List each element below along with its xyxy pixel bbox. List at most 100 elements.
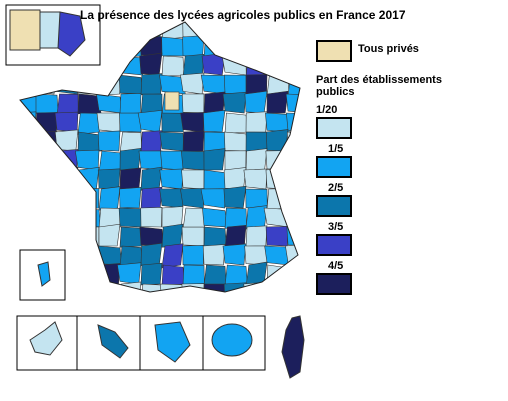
department	[181, 226, 205, 247]
department	[119, 147, 142, 171]
department	[244, 245, 268, 266]
department	[266, 36, 289, 58]
islands	[9, 9, 305, 379]
legend-swatch	[316, 40, 352, 62]
department	[223, 167, 247, 190]
department	[243, 168, 268, 190]
legend-label: 4/5	[328, 260, 344, 272]
department	[159, 131, 185, 152]
department	[55, 149, 79, 171]
department	[97, 168, 121, 190]
department	[161, 36, 186, 57]
legend-swatch	[316, 273, 352, 295]
department	[20, 225, 37, 247]
department	[180, 188, 205, 209]
department	[245, 225, 268, 248]
department	[286, 262, 300, 285]
department	[202, 244, 226, 266]
department	[201, 52, 226, 76]
department	[161, 223, 184, 248]
department	[265, 226, 289, 247]
legend-label: 2/5	[328, 182, 344, 194]
department	[140, 242, 163, 266]
department	[119, 93, 142, 115]
department	[286, 35, 300, 57]
department	[159, 168, 184, 190]
department	[200, 74, 226, 95]
department	[286, 112, 300, 133]
department	[224, 207, 248, 229]
department	[54, 129, 79, 152]
department	[265, 112, 290, 133]
department	[181, 169, 205, 190]
guadeloupe	[29, 321, 63, 356]
department	[35, 131, 58, 154]
department	[56, 226, 79, 247]
department	[266, 90, 289, 114]
department	[119, 167, 142, 190]
martinique	[97, 324, 129, 359]
legend-swatch	[316, 117, 352, 139]
department	[203, 148, 226, 171]
department	[224, 112, 249, 134]
department	[266, 264, 292, 286]
department	[118, 207, 143, 228]
department	[182, 264, 205, 286]
department	[117, 262, 142, 285]
department	[159, 283, 185, 292]
department	[117, 55, 144, 76]
department	[140, 283, 164, 292]
department	[140, 186, 163, 210]
department	[119, 112, 142, 133]
department	[180, 150, 205, 171]
department	[203, 226, 227, 247]
department	[55, 188, 81, 209]
title: La présence des lycées agricoles publics…	[80, 8, 406, 22]
department	[20, 130, 37, 155]
department	[224, 36, 249, 58]
department	[266, 188, 289, 211]
department	[20, 150, 37, 173]
department	[224, 131, 249, 152]
legend-label: 1/5	[328, 143, 344, 155]
department	[224, 150, 247, 171]
department	[77, 74, 100, 95]
paris-dept	[39, 11, 61, 49]
department	[139, 52, 163, 76]
department	[77, 167, 100, 191]
department	[76, 207, 102, 228]
france-outline	[19, 21, 301, 293]
legend-label: 3/5	[328, 221, 344, 233]
department	[20, 169, 39, 190]
department	[33, 71, 58, 95]
department	[182, 244, 205, 266]
department	[263, 207, 290, 228]
corse	[281, 315, 305, 379]
department	[118, 74, 144, 95]
department	[160, 150, 184, 171]
legend-swatch	[316, 195, 352, 217]
paris-dept	[9, 9, 41, 51]
department	[34, 207, 58, 228]
department	[203, 264, 227, 287]
department	[264, 245, 290, 266]
department	[223, 185, 247, 209]
department	[98, 186, 121, 211]
department	[161, 55, 185, 77]
legend-label: Tous privés	[358, 43, 419, 55]
department	[140, 166, 163, 191]
guyane	[154, 321, 191, 363]
department	[203, 283, 226, 292]
department	[77, 262, 100, 286]
department	[161, 206, 184, 228]
department	[20, 74, 39, 95]
department	[98, 55, 121, 78]
department	[286, 283, 300, 292]
department	[119, 226, 143, 248]
department	[140, 262, 163, 286]
department	[140, 130, 163, 153]
department	[77, 245, 102, 266]
department	[286, 226, 300, 247]
department	[96, 112, 121, 133]
